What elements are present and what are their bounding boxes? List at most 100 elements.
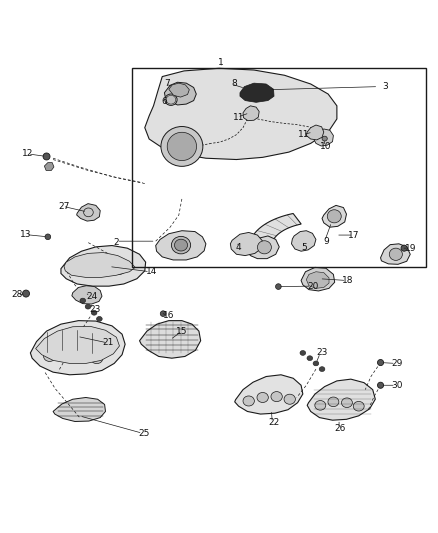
Ellipse shape: [161, 126, 203, 166]
Text: 2: 2: [113, 238, 119, 247]
Text: 28: 28: [11, 290, 23, 300]
Ellipse shape: [327, 210, 341, 223]
Ellipse shape: [271, 392, 283, 402]
Ellipse shape: [378, 382, 384, 389]
Polygon shape: [250, 214, 301, 256]
Ellipse shape: [45, 234, 51, 240]
Polygon shape: [72, 286, 102, 304]
Text: 9: 9: [323, 237, 329, 246]
Polygon shape: [249, 236, 279, 259]
Ellipse shape: [96, 317, 102, 321]
Polygon shape: [307, 379, 375, 420]
Ellipse shape: [378, 359, 384, 366]
Ellipse shape: [59, 349, 71, 359]
Text: 11: 11: [298, 130, 310, 139]
Ellipse shape: [167, 132, 197, 160]
Polygon shape: [314, 129, 333, 146]
Text: 25: 25: [138, 429, 150, 438]
Ellipse shape: [322, 136, 327, 141]
Polygon shape: [235, 375, 303, 414]
Ellipse shape: [307, 356, 313, 361]
Polygon shape: [30, 321, 125, 375]
Text: 4: 4: [236, 243, 241, 252]
Ellipse shape: [300, 351, 306, 356]
Text: 29: 29: [392, 359, 403, 368]
Ellipse shape: [342, 398, 353, 408]
Polygon shape: [169, 83, 189, 97]
Polygon shape: [301, 268, 335, 291]
Ellipse shape: [114, 265, 125, 274]
Text: 16: 16: [163, 311, 174, 320]
Ellipse shape: [313, 361, 319, 366]
Polygon shape: [291, 231, 316, 251]
Text: 23: 23: [89, 305, 100, 314]
Polygon shape: [140, 321, 201, 358]
Polygon shape: [230, 232, 263, 256]
Text: 20: 20: [307, 281, 318, 290]
Text: 1: 1: [218, 58, 224, 67]
Text: 15: 15: [176, 327, 187, 336]
Text: 18: 18: [342, 276, 353, 285]
Text: 26: 26: [335, 424, 346, 433]
Polygon shape: [243, 106, 259, 120]
Text: 5: 5: [301, 243, 307, 252]
Ellipse shape: [43, 153, 50, 160]
Text: 13: 13: [20, 230, 32, 239]
Text: 27: 27: [58, 202, 70, 211]
Polygon shape: [64, 253, 135, 277]
Text: 10: 10: [320, 142, 332, 151]
Ellipse shape: [80, 298, 85, 303]
Polygon shape: [77, 204, 100, 221]
Ellipse shape: [284, 394, 295, 404]
Ellipse shape: [276, 284, 281, 289]
Polygon shape: [306, 272, 329, 288]
Ellipse shape: [85, 264, 96, 273]
Ellipse shape: [315, 400, 326, 410]
Ellipse shape: [166, 95, 176, 104]
Ellipse shape: [165, 94, 177, 106]
Text: 17: 17: [348, 231, 359, 239]
Ellipse shape: [401, 245, 407, 251]
Ellipse shape: [91, 310, 97, 315]
Polygon shape: [381, 244, 410, 264]
Text: 14: 14: [146, 267, 157, 276]
Polygon shape: [155, 231, 206, 260]
Ellipse shape: [85, 304, 91, 309]
Polygon shape: [322, 205, 346, 227]
Ellipse shape: [174, 239, 187, 251]
Ellipse shape: [70, 265, 81, 275]
Polygon shape: [61, 246, 146, 286]
Ellipse shape: [389, 248, 403, 261]
Polygon shape: [164, 82, 196, 105]
Polygon shape: [53, 398, 106, 422]
Polygon shape: [145, 68, 337, 159]
Text: 22: 22: [268, 418, 279, 427]
Polygon shape: [306, 125, 324, 140]
Text: 12: 12: [22, 149, 33, 158]
Text: 24: 24: [86, 292, 97, 301]
Text: 6: 6: [162, 97, 167, 106]
Ellipse shape: [258, 241, 272, 254]
Ellipse shape: [319, 367, 325, 372]
Ellipse shape: [43, 351, 56, 361]
Text: 23: 23: [316, 349, 327, 358]
Text: 8: 8: [231, 79, 237, 88]
Ellipse shape: [243, 396, 254, 406]
Text: 11: 11: [233, 112, 244, 122]
Ellipse shape: [75, 349, 88, 360]
Ellipse shape: [99, 263, 110, 273]
Polygon shape: [240, 83, 274, 102]
Polygon shape: [35, 326, 120, 364]
Ellipse shape: [257, 392, 268, 402]
Polygon shape: [44, 163, 54, 171]
Text: 7: 7: [164, 79, 170, 88]
Text: 19: 19: [404, 244, 416, 253]
Ellipse shape: [91, 353, 103, 364]
Text: 3: 3: [382, 82, 388, 91]
Ellipse shape: [160, 311, 166, 317]
Ellipse shape: [22, 290, 29, 297]
Text: 21: 21: [102, 338, 113, 348]
Bar: [132, 68, 426, 266]
Ellipse shape: [171, 236, 191, 254]
Ellipse shape: [353, 401, 364, 411]
